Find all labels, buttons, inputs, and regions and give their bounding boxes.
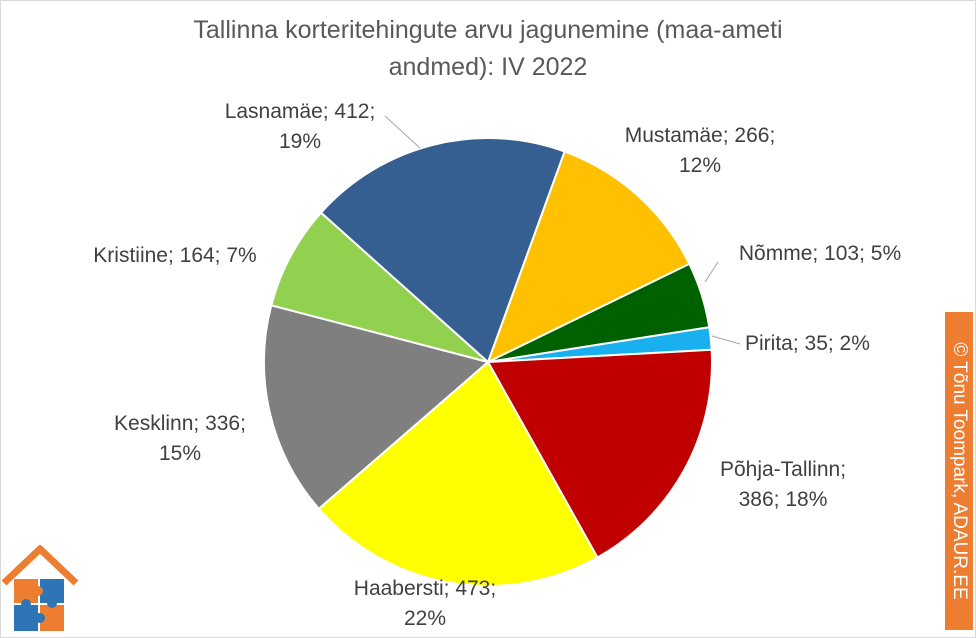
slice-label-nõmme: Nõmme; 103; 5% — [739, 242, 901, 265]
copyright-text: © Tõnu Toompark, ADAUR.EE — [949, 342, 970, 600]
house-puzzle-logo-icon — [1, 545, 79, 631]
pie-slice-haabersti — [317, 360, 599, 587]
pie-slices — [263, 137, 714, 587]
slice-label-mustamäe: Mustamäe; 266; 12% — [625, 124, 776, 177]
pie-slice-põhja-tallinn — [486, 348, 714, 559]
copyright-bar: © Tõnu Toompark, ADAUR.EE — [945, 312, 973, 630]
leader-line-lasnamäe — [384, 115, 421, 149]
leader-line-pirita — [711, 335, 741, 345]
pie-slice-mustamäe — [486, 150, 691, 364]
slice-label-põhja-tallinn: Põhja-Tallinn; 386; 18% — [720, 458, 846, 511]
pie-slice-lasnamäe — [319, 137, 566, 364]
slice-label-kesklinn: Kesklinn; 336; 15% — [114, 412, 246, 465]
slice-label-pirita: Pirita; 35; 2% — [745, 332, 870, 355]
pie-slice-kristiine — [270, 211, 489, 363]
leader-line-nõmme — [704, 261, 719, 283]
leader-lines — [384, 115, 741, 345]
slice-label-lasnamäe: Lasnamäe; 412; 19% — [225, 100, 376, 153]
slice-labels: Mustamäe; 266; 12% Nõmme; 103; 5% Pirita; 3… — [93, 100, 901, 630]
chart-title: Tallinna korteritehingute arvu jagunemin… — [193, 16, 783, 81]
slice-label-kristiine: Kristiine; 164; 7% — [93, 244, 256, 267]
slice-label-haabersti: Haabersti; 473; 22% — [354, 577, 496, 630]
pie-slice-kesklinn — [263, 304, 491, 511]
